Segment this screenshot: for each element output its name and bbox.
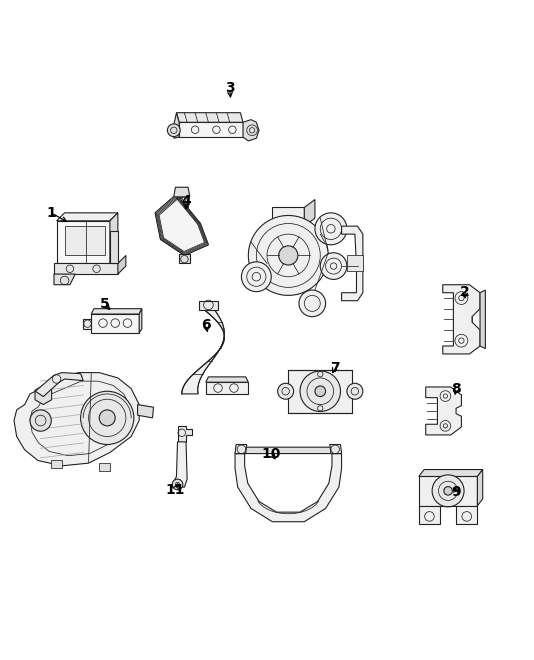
Polygon shape xyxy=(179,254,190,263)
Polygon shape xyxy=(419,477,477,506)
Polygon shape xyxy=(110,232,118,263)
Polygon shape xyxy=(272,207,304,226)
Polygon shape xyxy=(206,382,248,394)
Polygon shape xyxy=(199,301,218,310)
Circle shape xyxy=(299,290,326,317)
Text: 3: 3 xyxy=(225,81,234,94)
Polygon shape xyxy=(99,463,110,471)
Polygon shape xyxy=(83,319,91,329)
Polygon shape xyxy=(342,226,363,301)
Circle shape xyxy=(278,383,294,399)
Polygon shape xyxy=(480,290,485,348)
Circle shape xyxy=(248,215,328,296)
Polygon shape xyxy=(35,385,52,405)
Polygon shape xyxy=(177,426,192,442)
Circle shape xyxy=(315,213,347,245)
Polygon shape xyxy=(288,370,352,412)
Polygon shape xyxy=(57,213,118,221)
Polygon shape xyxy=(235,453,342,522)
Polygon shape xyxy=(54,274,75,284)
Text: 5: 5 xyxy=(100,298,110,312)
Polygon shape xyxy=(155,194,208,255)
Polygon shape xyxy=(419,469,483,477)
Text: 11: 11 xyxy=(166,482,185,497)
Circle shape xyxy=(347,383,363,399)
Text: 9: 9 xyxy=(451,486,461,500)
Polygon shape xyxy=(65,226,105,255)
Circle shape xyxy=(30,410,51,431)
Polygon shape xyxy=(304,199,315,226)
Circle shape xyxy=(300,371,341,411)
Text: 2: 2 xyxy=(460,284,470,299)
Polygon shape xyxy=(347,255,363,271)
Circle shape xyxy=(320,253,347,279)
Polygon shape xyxy=(57,221,110,263)
Circle shape xyxy=(444,486,452,495)
Polygon shape xyxy=(14,373,139,466)
Polygon shape xyxy=(110,213,118,263)
Polygon shape xyxy=(118,255,126,274)
Text: 4: 4 xyxy=(181,194,191,208)
Polygon shape xyxy=(456,506,477,525)
Text: 7: 7 xyxy=(330,361,340,376)
Polygon shape xyxy=(477,469,483,506)
Text: 10: 10 xyxy=(262,447,281,461)
Polygon shape xyxy=(171,442,187,487)
Polygon shape xyxy=(139,309,142,333)
Circle shape xyxy=(167,124,180,137)
Polygon shape xyxy=(91,309,142,314)
Polygon shape xyxy=(174,113,179,138)
Circle shape xyxy=(81,391,134,445)
Text: 8: 8 xyxy=(451,381,461,395)
Circle shape xyxy=(315,386,326,397)
Polygon shape xyxy=(235,447,342,453)
Polygon shape xyxy=(419,506,440,525)
Polygon shape xyxy=(138,405,154,418)
Text: 6: 6 xyxy=(201,317,210,332)
Polygon shape xyxy=(443,284,480,354)
Polygon shape xyxy=(176,113,243,122)
Polygon shape xyxy=(91,314,139,333)
Circle shape xyxy=(99,410,115,426)
Circle shape xyxy=(172,479,183,490)
Polygon shape xyxy=(182,309,224,394)
Polygon shape xyxy=(179,122,243,137)
Polygon shape xyxy=(51,461,62,469)
Polygon shape xyxy=(235,445,247,453)
Polygon shape xyxy=(426,387,461,435)
Polygon shape xyxy=(54,263,118,274)
Polygon shape xyxy=(330,445,342,453)
Circle shape xyxy=(279,246,298,265)
Polygon shape xyxy=(243,119,259,141)
Circle shape xyxy=(241,262,271,292)
Polygon shape xyxy=(174,187,190,197)
Circle shape xyxy=(432,475,464,507)
Text: 1: 1 xyxy=(46,206,56,220)
Polygon shape xyxy=(35,373,83,397)
Polygon shape xyxy=(206,377,248,382)
